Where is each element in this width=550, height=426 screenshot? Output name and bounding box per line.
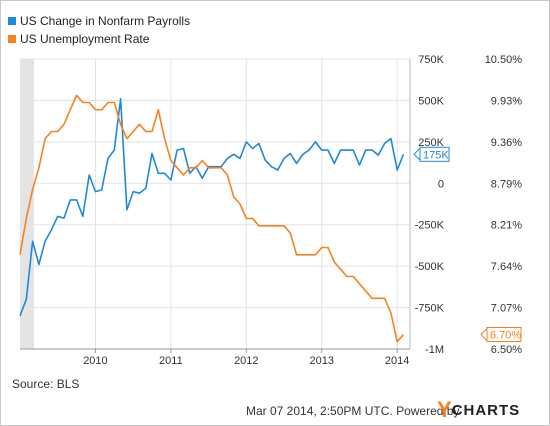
y-right-tick-label: 9.93% bbox=[491, 95, 522, 107]
x-tick-label: 2014 bbox=[385, 355, 409, 367]
legend-swatch-payrolls bbox=[8, 17, 16, 25]
ycharts-logo[interactable]: Y CHARTS bbox=[437, 397, 521, 422]
x-tick-label: 2013 bbox=[309, 355, 333, 367]
callout-box-unemployment bbox=[486, 327, 522, 342]
y-left-tick-label: 0 bbox=[438, 178, 444, 190]
callout-label-unemployment: 6.70% bbox=[490, 330, 521, 342]
source-note: Source: BLS bbox=[12, 377, 80, 391]
footer-powered-by: Powered by bbox=[396, 404, 460, 418]
x-tick-label: 2011 bbox=[159, 355, 183, 367]
legend-swatch-unemployment bbox=[8, 35, 16, 43]
y-left-tick-label: 250K bbox=[418, 137, 444, 149]
callout-label-payrolls: 175K bbox=[423, 149, 449, 161]
y-left-tick-label: -750K bbox=[415, 303, 445, 315]
y-right-tick-label: 8.79% bbox=[491, 178, 522, 190]
y-right-tick-label: 8.21% bbox=[491, 220, 522, 232]
legend-item-payrolls[interactable]: US Change in Nonfarm Payrolls bbox=[8, 12, 190, 30]
y-left-tick-label: 750K bbox=[418, 54, 444, 66]
y-left-tick-label: -500K bbox=[415, 261, 445, 273]
footer-text: Mar 07 2014, 2:50PM UTC. Powered by bbox=[246, 404, 459, 418]
legend-label-unemployment: US Unemployment Rate bbox=[20, 32, 150, 46]
y-left-tick-label: -250K bbox=[415, 220, 445, 232]
y-right-tick-label: 9.36% bbox=[491, 137, 522, 149]
chart-legend: US Change in Nonfarm Payrolls US Unemplo… bbox=[8, 12, 190, 48]
series-line-unemployment bbox=[19, 94, 405, 343]
y-right-tick-label: 6.50% bbox=[491, 344, 522, 356]
logo-y: Y bbox=[437, 397, 452, 422]
y-right-tick-label: 10.50% bbox=[485, 54, 523, 66]
callout-pointer-payrolls bbox=[413, 147, 421, 162]
series-line-payrolls bbox=[19, 98, 405, 317]
recession-shading bbox=[20, 59, 34, 349]
x-tick-label: 2012 bbox=[234, 355, 258, 367]
y-right-tick-label: 7.64% bbox=[491, 261, 522, 273]
y-left-tick-label: 500K bbox=[418, 95, 444, 107]
callout-box-payrolls bbox=[419, 146, 450, 162]
y-left-tick-label: -1M bbox=[425, 344, 444, 356]
callout-pointer-unemployment bbox=[480, 327, 488, 342]
legend-item-unemployment[interactable]: US Unemployment Rate bbox=[8, 30, 190, 48]
footer-timestamp: Mar 07 2014, 2:50PM UTC. bbox=[246, 404, 393, 418]
y-right-tick-label: 7.07% bbox=[491, 303, 522, 315]
logo-text: CHARTS bbox=[451, 401, 521, 419]
x-tick-label: 2010 bbox=[83, 355, 107, 367]
legend-label-payrolls: US Change in Nonfarm Payrolls bbox=[20, 14, 191, 28]
